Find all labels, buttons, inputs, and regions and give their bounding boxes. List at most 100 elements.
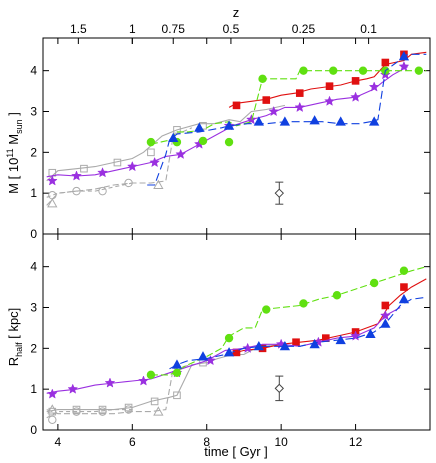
- data-point: [335, 116, 346, 126]
- data-point: [113, 158, 122, 167]
- data-point: [67, 383, 79, 394]
- data-point: [381, 58, 390, 67]
- data-point: [398, 294, 410, 304]
- y-tick-label: 4: [30, 260, 37, 274]
- data-point: [400, 283, 408, 291]
- data-point: [294, 101, 306, 113]
- z-tick-label: 0.25: [292, 22, 316, 36]
- bottom-ylabel-sub: half: [14, 342, 24, 357]
- data-point: [198, 136, 208, 146]
- data-point: [398, 60, 410, 72]
- data-point: [146, 137, 156, 147]
- data-point: [149, 156, 161, 168]
- data-point: [47, 404, 58, 414]
- data-point: [153, 406, 164, 416]
- plot-frame: [42, 37, 431, 235]
- data-point: [379, 310, 391, 321]
- series-line: [46, 343, 282, 413]
- data-point: [46, 175, 58, 186]
- top-ylabel-mid: M: [6, 134, 21, 148]
- data-point: [126, 160, 138, 172]
- data-point: [153, 179, 164, 189]
- y-tick-label: 2: [30, 145, 37, 159]
- top-axis-title: z: [233, 5, 240, 20]
- data-point: [279, 116, 291, 126]
- data-point: [47, 198, 58, 208]
- x-tick-label: 12: [349, 435, 363, 449]
- top-ylabel-sub: sun: [14, 119, 24, 134]
- y-tick-label: 0: [30, 423, 37, 437]
- series-line: [147, 53, 427, 186]
- data-point: [350, 330, 361, 341]
- top-ylabel-end: ]: [6, 112, 21, 119]
- data-point: [350, 91, 361, 102]
- data-point: [224, 137, 234, 147]
- data-point: [329, 66, 338, 75]
- data-point: [150, 397, 159, 406]
- data-point: [262, 305, 271, 314]
- y-tick-label: 0: [30, 227, 37, 241]
- x-tick-label: 10: [274, 435, 288, 449]
- data-point: [398, 51, 410, 61]
- data-point: [173, 391, 181, 400]
- data-point: [232, 101, 241, 110]
- data-point: [309, 338, 320, 349]
- data-point: [253, 116, 264, 126]
- data-point: [223, 120, 235, 130]
- top-ylabel-main: M [ 10: [6, 158, 21, 194]
- data-point: [245, 113, 257, 125]
- data-point: [172, 368, 182, 378]
- data-point: [138, 375, 149, 386]
- y-tick-label: 2: [30, 341, 37, 355]
- errorbar-marker: [274, 188, 285, 198]
- data-point: [414, 66, 424, 75]
- data-point: [258, 74, 267, 84]
- data-point: [71, 170, 82, 181]
- data-point: [80, 164, 88, 173]
- x-tick-label: 6: [129, 435, 136, 449]
- data-point: [399, 266, 409, 275]
- data-point: [171, 359, 183, 369]
- data-point: [381, 301, 390, 310]
- data-point: [351, 77, 360, 85]
- plot-frame: [42, 233, 431, 431]
- data-point: [168, 132, 179, 142]
- y-tick-label: 3: [30, 301, 37, 315]
- series-line: [46, 364, 192, 415]
- data-point: [369, 278, 379, 288]
- y-tick-label: 1: [30, 382, 37, 396]
- data-point: [97, 167, 108, 178]
- series-line: [46, 104, 286, 182]
- z-tick-label: 1: [129, 22, 136, 36]
- data-point: [253, 340, 264, 351]
- data-point: [48, 415, 57, 424]
- bottom-ylabel-end: [ kpc]: [6, 308, 21, 343]
- data-point: [175, 148, 187, 159]
- data-point: [299, 299, 308, 308]
- series-line: [169, 296, 427, 370]
- top-ylabel-sup: 11: [5, 148, 15, 157]
- data-point: [262, 96, 271, 104]
- data-point: [335, 334, 346, 345]
- z-tick-label: 0.75: [162, 22, 186, 36]
- data-point: [194, 122, 205, 132]
- data-point: [98, 407, 107, 416]
- data-point: [369, 116, 380, 126]
- data-point: [332, 291, 342, 300]
- data-point: [279, 340, 291, 351]
- data-point: [292, 338, 300, 347]
- data-point: [173, 126, 181, 134]
- data-point: [147, 148, 155, 157]
- y-tick-label: 4: [30, 64, 37, 78]
- data-point: [358, 66, 368, 75]
- data-point: [268, 105, 280, 117]
- data-point: [242, 342, 254, 353]
- data-point: [380, 318, 391, 328]
- data-point: [72, 407, 81, 416]
- data-point: [197, 351, 209, 361]
- top-ylabel: M [ 1011 Msun ]: [5, 112, 24, 194]
- bottom-ylabel-main: R: [6, 357, 21, 366]
- data-point: [224, 333, 234, 343]
